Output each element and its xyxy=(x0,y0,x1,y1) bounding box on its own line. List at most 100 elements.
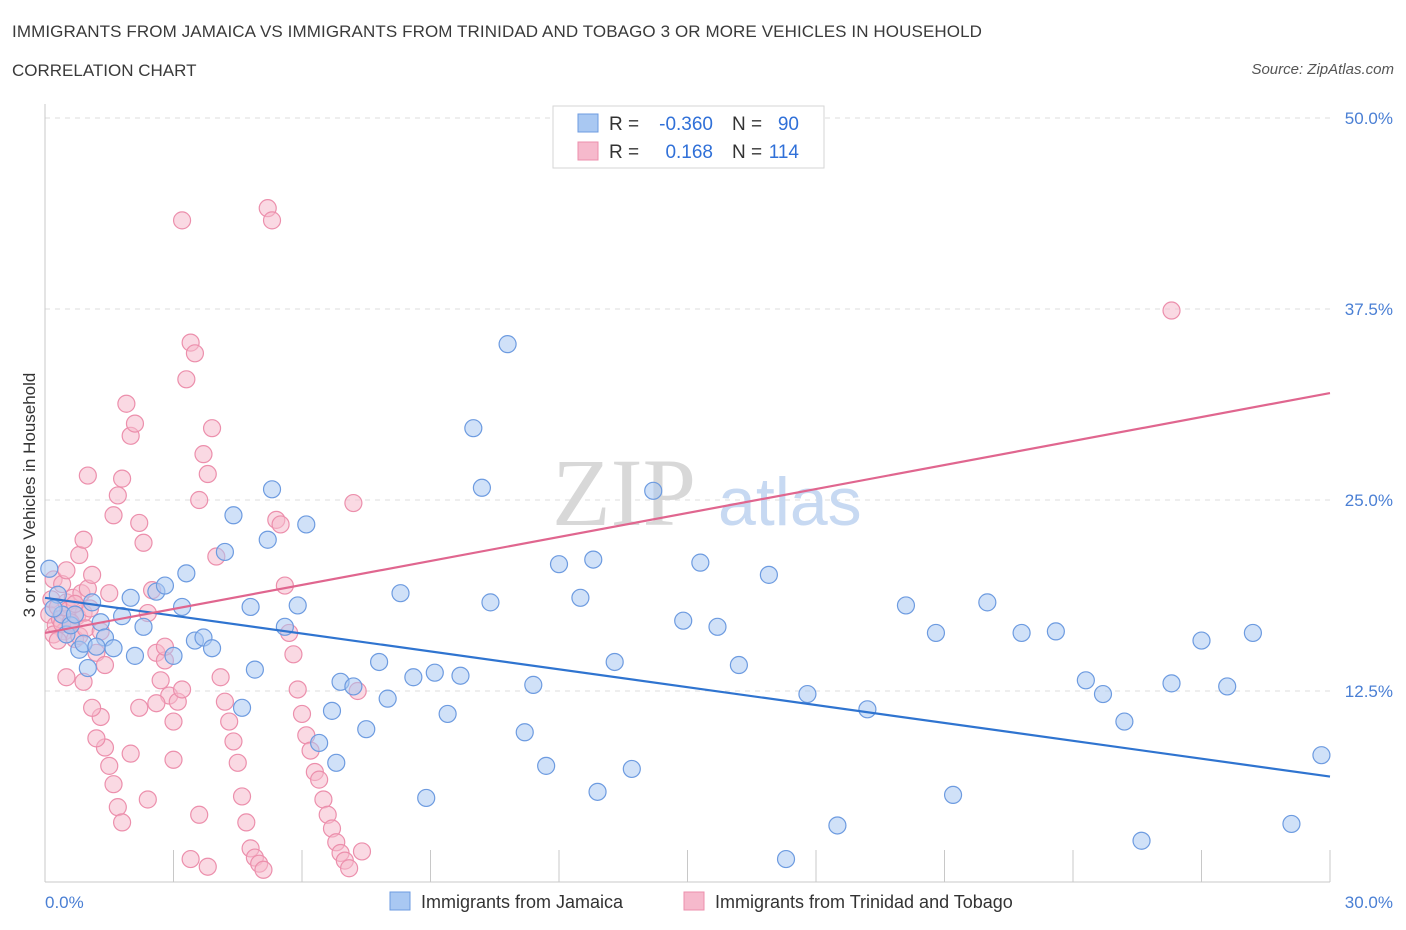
jamaica-point-71 xyxy=(1046,622,1065,641)
trinidad-point-55 xyxy=(194,445,213,464)
jamaica-point-72 xyxy=(1076,671,1095,690)
trinidad-point-106 xyxy=(181,849,200,869)
jamaica-point-39 xyxy=(404,668,423,687)
tick-labels: 12.5% 25.0% 37.5% 50.0% 0.0% 30.0% xyxy=(45,109,1393,912)
legend-swatch-trinidad xyxy=(577,141,599,161)
trinidad-point-50 xyxy=(172,211,192,230)
y-tick-label-3: 50.0% xyxy=(1345,109,1393,128)
jamaica-point-70 xyxy=(1012,623,1031,643)
bottom-legend-label-jamaica: Immigrants from Jamaica xyxy=(421,892,624,912)
jamaica-point-53 xyxy=(588,782,607,801)
trinidad-point-57 xyxy=(202,419,222,438)
legend-n-label-trinidad: N = xyxy=(732,142,762,163)
jamaica-point-35 xyxy=(357,720,376,739)
trinidad-point-35 xyxy=(108,486,127,505)
trinidad-point-39 xyxy=(125,414,145,433)
jamaica-point-34 xyxy=(344,677,363,696)
chart-title: IMMIGRANTS FROM JAMAICA VS IMMIGRANTS FR… xyxy=(12,22,983,41)
trinidad-point-41 xyxy=(134,533,153,552)
bottom-legend-label-trinidad: Immigrants from Trinidad and Tobago xyxy=(715,892,1013,912)
jamaica-point-59 xyxy=(708,617,727,636)
trinidad-point-105 xyxy=(172,680,192,699)
jamaica-point-84 xyxy=(87,637,106,656)
bottom-legend-swatch-trinidad xyxy=(683,891,705,911)
jamaica-point-61 xyxy=(759,565,778,584)
jamaica-point-16 xyxy=(155,576,175,595)
jamaica-point-21 xyxy=(202,639,222,658)
jamaica-point-80 xyxy=(1282,814,1301,834)
bottom-legend-swatch-jamaica xyxy=(389,891,411,911)
trinidad-point-53 xyxy=(185,344,205,363)
jamaica-point-64 xyxy=(828,816,847,835)
jamaica-point-7 xyxy=(78,658,97,678)
trinidad-point-29 xyxy=(83,565,102,584)
jamaica-point-47 xyxy=(498,335,517,354)
trinidad-point-107 xyxy=(190,805,209,824)
trinidad-point-78 xyxy=(292,704,312,724)
jamaica-point-44 xyxy=(464,419,483,438)
jamaica-point-81 xyxy=(1312,746,1331,765)
trinidad-point-104 xyxy=(164,750,183,769)
jamaica-point-29 xyxy=(288,596,307,615)
trinidad-point-77 xyxy=(288,680,307,699)
legend-n-label-jamaica: N = xyxy=(732,114,762,135)
jamaica-point-87 xyxy=(241,597,260,617)
legend-n-value-jamaica: 90 xyxy=(778,114,799,135)
trinidad-point-90 xyxy=(344,493,363,513)
jamaica-point-79 xyxy=(1243,623,1263,643)
jamaica-point-66 xyxy=(896,596,916,615)
trinidad-point-54 xyxy=(190,490,209,510)
jamaica-point-63 xyxy=(798,684,817,704)
trinidad-point-37 xyxy=(117,394,136,413)
trinidad-point-28 xyxy=(78,466,97,485)
trinidad-point-64 xyxy=(232,787,252,806)
trinidad-point-45 xyxy=(151,671,170,690)
jamaica-point-27 xyxy=(262,480,282,499)
jamaica-point-88 xyxy=(327,753,346,772)
trinidad-point-98 xyxy=(112,813,132,832)
trinidad-point-48 xyxy=(164,712,183,731)
jamaica-point-41 xyxy=(425,663,444,682)
trinidad-point-89 xyxy=(340,859,359,878)
jamaica-point-85 xyxy=(125,646,145,665)
jamaica-point-74 xyxy=(1115,712,1134,731)
x-tick-label-max: 30.0% xyxy=(1345,893,1393,912)
trinidad-point-113 xyxy=(87,729,106,748)
trinidad-point-82 xyxy=(310,770,329,789)
jamaica-point-42 xyxy=(438,704,457,724)
jamaica-point-45 xyxy=(472,478,491,497)
trinidad-point-65 xyxy=(237,813,256,832)
jamaica-point-75 xyxy=(1132,831,1151,850)
jamaica-point-78 xyxy=(1218,677,1237,696)
trinidad-point-97 xyxy=(108,798,127,817)
watermark-atlas: atlas xyxy=(718,464,862,540)
jamaica-point-58 xyxy=(691,553,710,572)
legend-n-value-trinidad: 114 xyxy=(769,142,800,163)
legend-r-label-jamaica: R = xyxy=(609,114,639,135)
jamaica-point-46 xyxy=(481,593,500,612)
trinidad-point-62 xyxy=(224,732,243,751)
jamaica-point-77 xyxy=(1192,631,1211,650)
trinidad-point-76 xyxy=(284,645,303,664)
jamaica-point-13 xyxy=(121,588,140,607)
trinidad-point-26 xyxy=(70,545,89,565)
trinidad-point-59 xyxy=(211,668,230,687)
trinidad-point-92 xyxy=(352,842,372,861)
chart-subtitle: CORRELATION CHART xyxy=(12,61,197,80)
jamaica-point-89 xyxy=(584,550,603,569)
jamaica-point-50 xyxy=(537,756,556,775)
trinidad-point-60 xyxy=(215,692,234,711)
trend-lines xyxy=(44,391,1331,778)
trinidad-point-108 xyxy=(198,857,217,876)
y-tick-label-1: 25.0% xyxy=(1345,491,1393,510)
y-tick-label-2: 37.5% xyxy=(1345,300,1393,319)
legend-r-label-trinidad: R = xyxy=(609,142,639,163)
y-axis-label: 3 or more Vehicles in Household xyxy=(20,373,39,618)
legend-r-value-trinidad: 0.168 xyxy=(665,142,713,163)
trinidad-point-95 xyxy=(100,756,119,775)
jamaica-point-76 xyxy=(1162,674,1181,693)
trinidad-point-36 xyxy=(112,469,132,488)
trinidad-point-40 xyxy=(130,513,149,533)
jamaica-point-86 xyxy=(177,564,196,583)
